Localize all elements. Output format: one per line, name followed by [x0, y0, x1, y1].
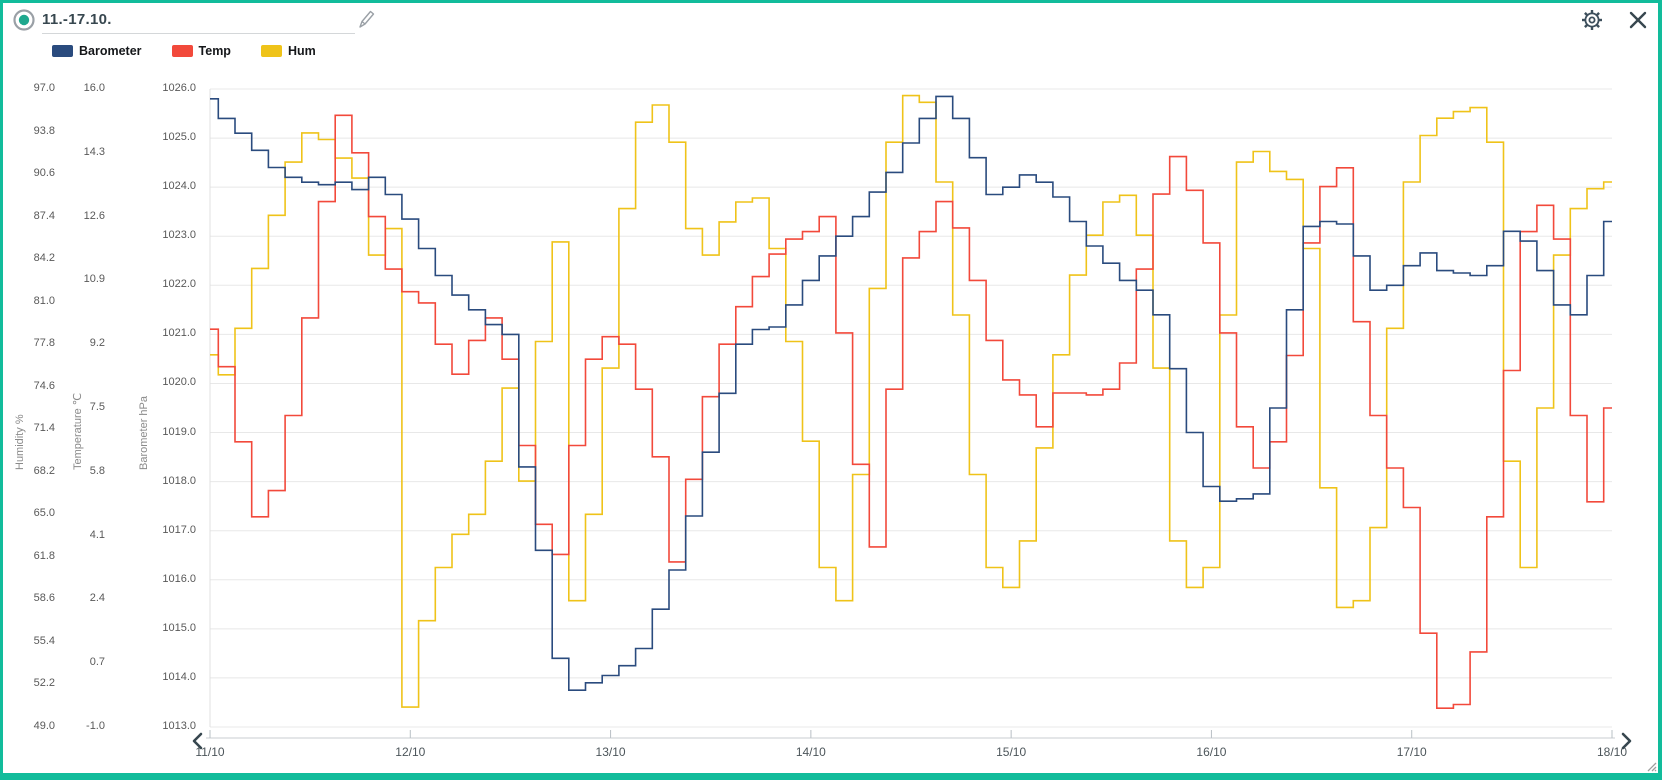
hum-tick-label: 49.0 — [33, 720, 55, 732]
legend-label: Hum — [287, 44, 316, 58]
baro-tick-label: 1016.0 — [162, 572, 196, 585]
hum-tick-label: 97.0 — [33, 82, 55, 94]
x-axis-label: 12/10 — [395, 745, 426, 759]
legend-label: Temp — [198, 44, 231, 58]
baro-tick-label: 1023.0 — [162, 229, 196, 242]
temp-tick-label: 14.3 — [83, 145, 105, 158]
pencil-icon[interactable] — [356, 9, 376, 31]
window-border-bottom — [0, 773, 1662, 780]
window-border-left — [0, 0, 3, 780]
baro-tick-label: 1021.0 — [162, 327, 196, 340]
temp-axis-title: Temperature ℃ — [72, 392, 84, 470]
baro-tick-label: 1017.0 — [162, 523, 196, 536]
baro-tick-label: 1013.0 — [162, 720, 196, 732]
temp-tick-label: 7.5 — [89, 401, 105, 413]
gear-icon[interactable] — [1580, 8, 1604, 32]
radio-circle-icon — [13, 9, 35, 31]
hum-tick-label: 84.2 — [33, 252, 55, 265]
hum-tick-label: 58.6 — [33, 592, 55, 605]
baro-tick-label: 1022.0 — [162, 278, 196, 291]
window-border-top — [0, 0, 1662, 3]
baro-tick-label: 1019.0 — [162, 425, 196, 438]
baro-tick-label: 1014.0 — [162, 670, 196, 683]
legend-swatch — [260, 45, 282, 57]
x-axis-label: 15/10 — [996, 745, 1027, 759]
hum-tick-label: 81.0 — [33, 294, 55, 307]
baro-tick-label: 1020.0 — [162, 376, 196, 389]
hum-tick-label: 68.2 — [33, 464, 55, 477]
hum-tick-label: 61.8 — [33, 549, 55, 562]
x-axis-label: 14/10 — [795, 745, 826, 759]
x-axis-label: 16/10 — [1196, 745, 1227, 759]
series-line-barometer — [210, 95, 1612, 691]
legend-item-temp[interactable]: Temp — [171, 44, 231, 58]
baro-tick-label: 1024.0 — [162, 180, 196, 193]
series-line-temp — [210, 114, 1612, 709]
baro-tick-label: 1025.0 — [162, 131, 196, 144]
legend-item-hum[interactable]: Hum — [260, 44, 316, 58]
baro-tick-label: 1015.0 — [162, 621, 196, 634]
chevron-right-icon[interactable] — [1618, 731, 1634, 751]
legend-item-barometer[interactable]: Barometer — [52, 44, 142, 58]
window-border-right — [1658, 0, 1662, 780]
legend-swatch — [171, 45, 193, 57]
hum-tick-label: 52.2 — [33, 677, 55, 690]
temp-tick-label: 9.2 — [89, 337, 105, 350]
temp-tick-label: 2.4 — [89, 592, 105, 605]
hum-tick-label: 77.8 — [33, 337, 55, 350]
temp-tick-label: 12.6 — [83, 209, 105, 222]
temp-tick-label: -1.0 — [86, 720, 105, 732]
baro-axis-title: Barometer hPa — [138, 396, 150, 470]
legend-swatch — [52, 45, 73, 57]
close-icon[interactable] — [1627, 9, 1649, 31]
temp-tick-label: 10.9 — [83, 273, 105, 286]
hum-tick-label: 55.4 — [33, 634, 55, 647]
x-axis-label: 13/10 — [595, 745, 626, 759]
x-axis-label: 17/10 — [1396, 745, 1427, 759]
resize-handle-icon[interactable] — [1642, 757, 1658, 773]
hum-tick-label: 93.8 — [33, 124, 55, 137]
hum-tick-label: 74.6 — [33, 379, 55, 392]
legend-label: Barometer — [79, 44, 142, 58]
baro-tick-label: 1018.0 — [162, 474, 196, 487]
temp-tick-label: 0.7 — [89, 656, 105, 669]
baro-tick-label: 1026.0 — [162, 82, 196, 94]
hum-tick-label: 87.4 — [33, 209, 55, 222]
x-axis-label: 11/10 — [195, 745, 225, 759]
hum-tick-label: 65.0 — [33, 507, 55, 520]
hum-tick-label: 90.6 — [33, 167, 55, 180]
hum-axis-title: Humidity % — [14, 414, 26, 470]
title-underline — [42, 33, 355, 34]
temp-tick-label: 16.0 — [83, 82, 105, 94]
chevron-left-icon[interactable] — [190, 731, 206, 751]
chart-legend: Barometer Temp Hum — [52, 44, 346, 58]
x-axis-label: 18/10 — [1596, 745, 1628, 759]
temp-tick-label: 4.1 — [89, 528, 105, 541]
series-line-hum — [210, 94, 1612, 708]
hum-tick-label: 71.4 — [33, 422, 55, 435]
temp-tick-label: 5.8 — [89, 464, 105, 477]
page-title[interactable]: 11.-17.10. — [42, 11, 112, 28]
